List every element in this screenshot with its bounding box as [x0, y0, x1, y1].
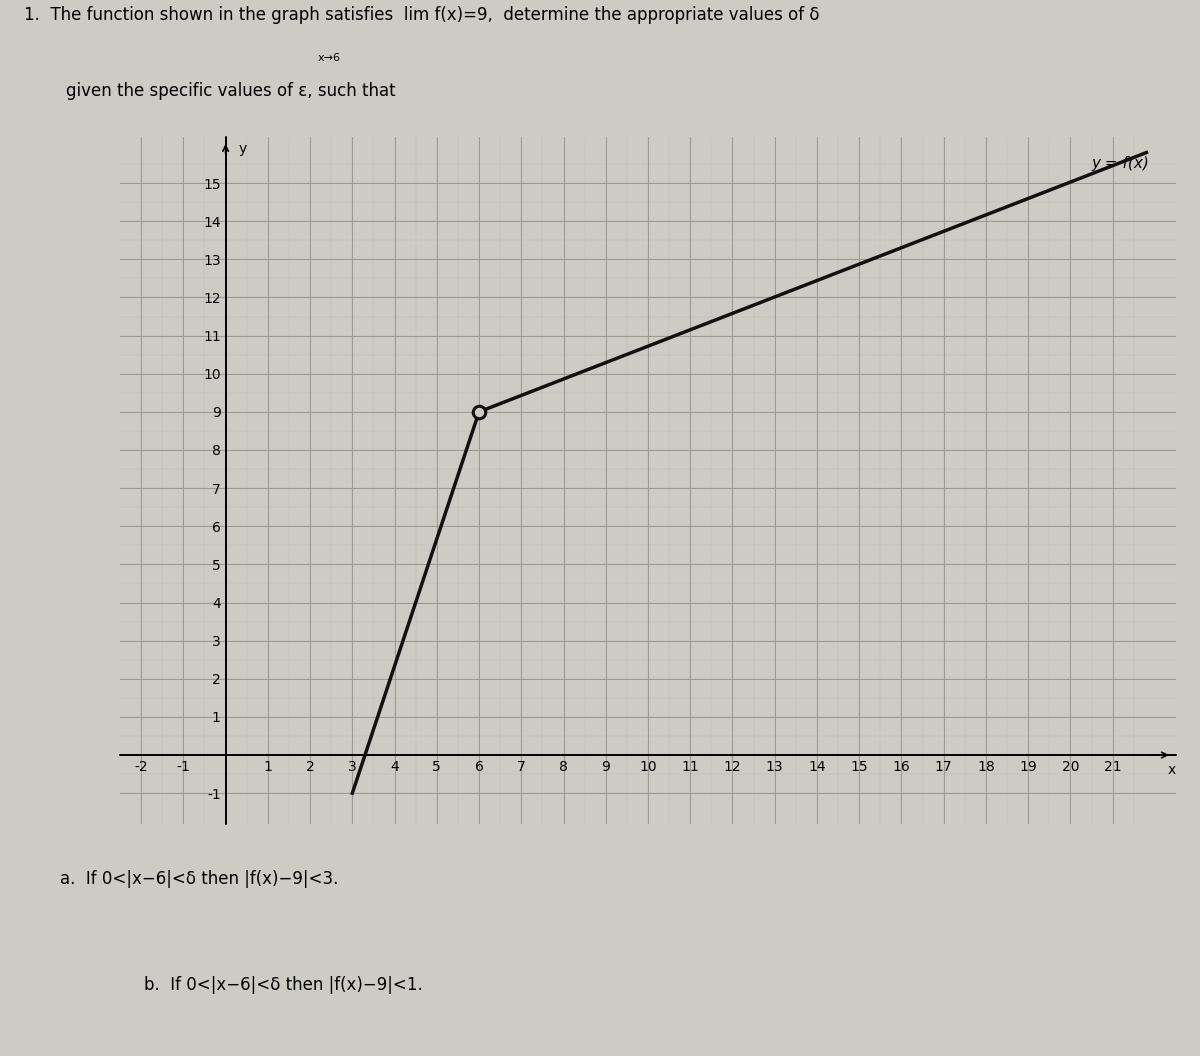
Text: b.  If 0<|x−6|<δ then |f(x)−9|<1.: b. If 0<|x−6|<δ then |f(x)−9|<1.	[144, 976, 422, 994]
Text: y: y	[239, 143, 246, 156]
Text: y = f(x): y = f(x)	[1092, 156, 1150, 171]
Text: x: x	[1168, 763, 1176, 777]
Text: x→6: x→6	[318, 53, 341, 63]
Text: given the specific values of ε, such that: given the specific values of ε, such tha…	[66, 82, 396, 100]
Text: 1.  The function shown in the graph satisfies  lim f(x)=9,  determine the approp: 1. The function shown in the graph satis…	[24, 6, 820, 24]
Text: a.  If 0<|x−6|<δ then |f(x)−9|<3.: a. If 0<|x−6|<δ then |f(x)−9|<3.	[60, 870, 338, 888]
